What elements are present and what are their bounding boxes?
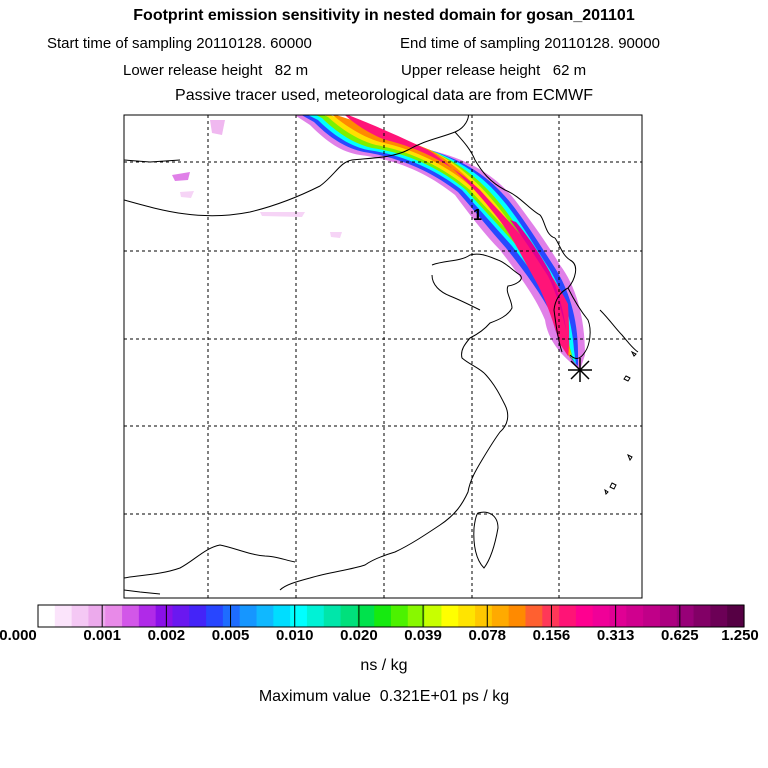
colorbar-swatch bbox=[340, 605, 358, 627]
colorbar-swatch bbox=[306, 605, 325, 627]
colorbar-swatch bbox=[575, 605, 594, 627]
colorbar-swatch bbox=[138, 605, 157, 627]
upper-release-label: Upper release height 62 m bbox=[401, 62, 587, 79]
colorbar-swatch bbox=[239, 605, 258, 627]
colorbar-tick-label: 0.005 bbox=[211, 627, 250, 644]
receptor-star-icon bbox=[568, 358, 592, 382]
grid-lines bbox=[124, 115, 642, 598]
colorbar-swatch bbox=[374, 605, 392, 627]
colorbar-swatch bbox=[172, 605, 190, 627]
colorbar-swatch bbox=[222, 605, 241, 627]
plot-title: Footprint emission sensitivity in nested… bbox=[133, 7, 635, 24]
colorbar-swatch bbox=[491, 605, 510, 627]
colorbar-swatch bbox=[659, 605, 678, 627]
colorbar-tick-label: 0.078 bbox=[468, 627, 507, 644]
colorbar-tick-label: 0.020 bbox=[340, 627, 378, 644]
footprint-plume bbox=[172, 115, 585, 370]
colorbar-swatch bbox=[525, 605, 543, 627]
tracer-note: Passive tracer used, meteorological data… bbox=[175, 87, 593, 104]
colorbar-swatch bbox=[643, 605, 661, 627]
colorbar-swatch bbox=[206, 605, 224, 627]
colorbar-swatch bbox=[676, 605, 695, 627]
colorbar-tick-label: 0.039 bbox=[404, 627, 442, 644]
colorbar-swatch bbox=[189, 605, 207, 627]
colorbar-swatch bbox=[407, 605, 426, 627]
release-marker-label: 1 bbox=[473, 207, 482, 224]
colorbar-unit: ns / kg bbox=[360, 657, 408, 674]
colorbar-tick-label: 0.000 bbox=[0, 627, 37, 644]
colorbar-swatch bbox=[357, 605, 375, 627]
colorbar-tick-label: 0.156 bbox=[532, 627, 571, 644]
coastlines-borders bbox=[124, 115, 639, 595]
colorbar-swatch bbox=[122, 605, 140, 627]
colorbar-swatch bbox=[475, 605, 493, 627]
colorbar-tick-label: 0.625 bbox=[661, 627, 699, 644]
colorbar-swatch bbox=[105, 605, 123, 627]
colorbar-swatch bbox=[155, 605, 174, 627]
map-frame bbox=[123, 114, 643, 599]
colorbar-swatch bbox=[559, 605, 577, 627]
colorbar-swatch bbox=[710, 605, 728, 627]
start-time-label: Start time of sampling 20110128. 60000 bbox=[47, 35, 312, 52]
colorbar-swatch bbox=[54, 605, 73, 627]
colorbar-swatch bbox=[273, 605, 291, 627]
colorbar-swatch bbox=[323, 605, 342, 627]
colorbar-swatch bbox=[693, 605, 711, 627]
maximum-value-label: Maximum value 0.321E+01 ps / kg bbox=[258, 688, 510, 705]
colorbar-swatch bbox=[592, 605, 611, 627]
colorbar-tick-label: 0.313 bbox=[596, 627, 635, 644]
colorbar-swatch bbox=[71, 605, 90, 627]
colorbar-tick-label: 0.010 bbox=[275, 627, 314, 644]
end-time-label: End time of sampling 20110128. 90000 bbox=[400, 35, 660, 52]
colorbar-swatch bbox=[290, 605, 308, 627]
colorbar-swatch bbox=[727, 605, 745, 627]
colorbar-swatch bbox=[88, 605, 106, 627]
colorbar-tick-label: 0.001 bbox=[83, 627, 121, 644]
colorbar-frame bbox=[37, 604, 745, 628]
colorbar-swatch bbox=[441, 605, 459, 627]
lower-release-label: Lower release height 82 m bbox=[123, 62, 309, 79]
colorbar-swatch bbox=[424, 605, 443, 627]
colorbar-swatch bbox=[38, 605, 56, 627]
colorbar-swatch bbox=[609, 605, 627, 627]
colorbar-swatch bbox=[458, 605, 476, 627]
colorbar-swatch bbox=[391, 605, 409, 627]
colorbar-tick-label: 0.002 bbox=[147, 627, 186, 644]
colorbar-swatch bbox=[508, 605, 527, 627]
colorbar-swatch bbox=[256, 605, 274, 627]
colorbar-swatch bbox=[626, 605, 644, 627]
colorbar-tick-label: 1.250 bbox=[721, 627, 759, 644]
